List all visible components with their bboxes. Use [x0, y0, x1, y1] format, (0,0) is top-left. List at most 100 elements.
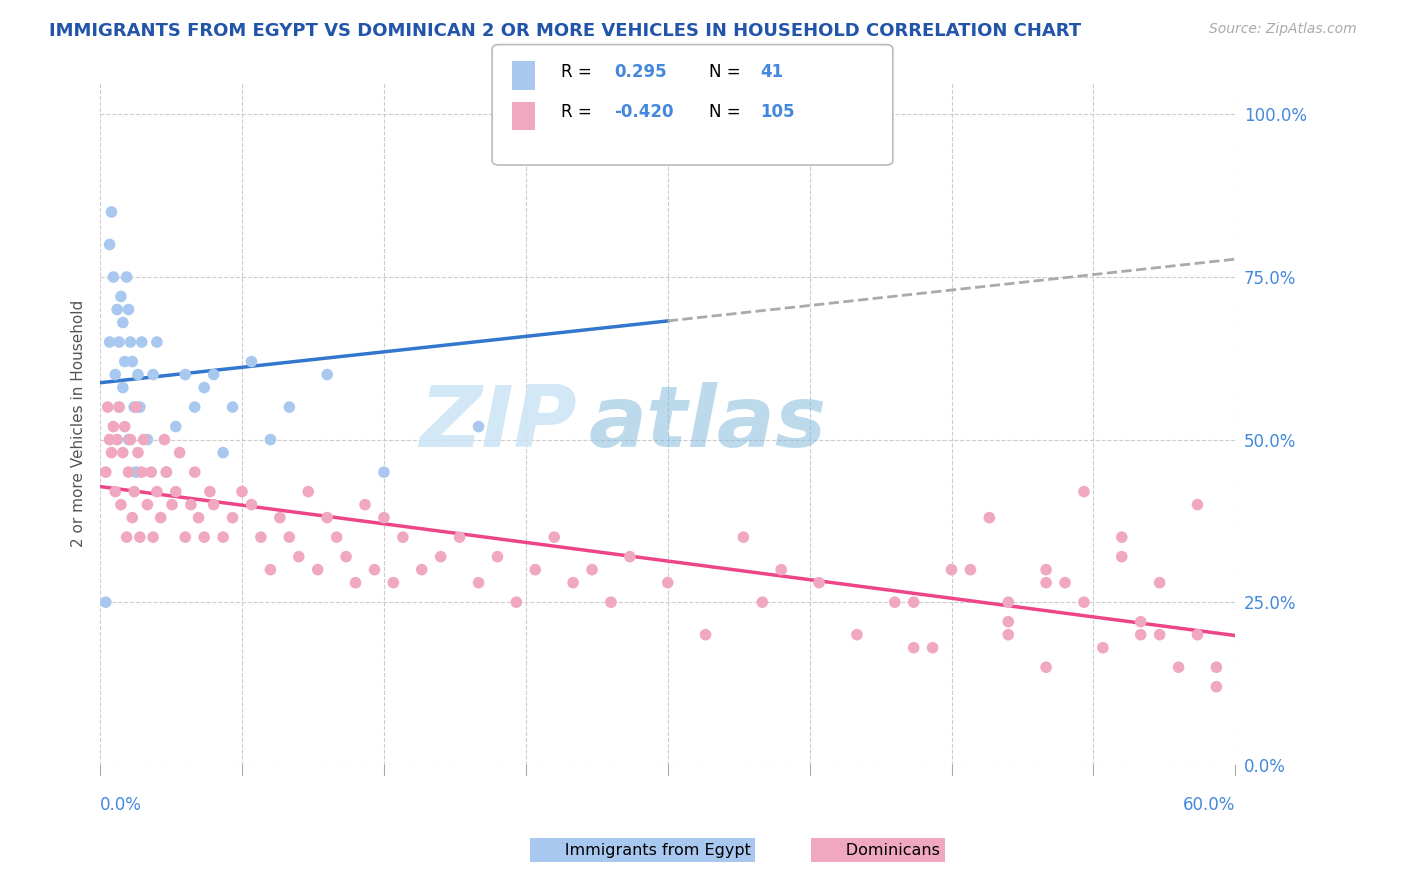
Point — [288, 549, 311, 564]
Point — [127, 445, 149, 459]
Point — [120, 433, 142, 447]
Point — [1035, 563, 1057, 577]
Text: R =: R = — [561, 62, 598, 80]
Point — [174, 368, 197, 382]
Point — [1035, 660, 1057, 674]
Point — [921, 640, 943, 655]
Point — [467, 575, 489, 590]
Point — [505, 595, 527, 609]
Point — [198, 484, 221, 499]
Point — [97, 400, 120, 414]
Point — [1053, 575, 1076, 590]
Point — [335, 549, 357, 564]
Point — [1149, 628, 1171, 642]
Text: R =: R = — [561, 103, 598, 120]
Point — [131, 465, 153, 479]
Y-axis label: 2 or more Vehicles in Household: 2 or more Vehicles in Household — [72, 300, 86, 547]
Point — [1129, 628, 1152, 642]
Point — [149, 510, 172, 524]
Point — [221, 400, 243, 414]
Text: ZIP: ZIP — [419, 382, 576, 465]
Point — [165, 419, 187, 434]
Point — [240, 354, 263, 368]
Point — [1073, 484, 1095, 499]
Point — [125, 400, 148, 414]
Point — [883, 595, 905, 609]
Point — [259, 563, 281, 577]
Point — [269, 510, 291, 524]
Point — [183, 400, 205, 414]
Point — [212, 445, 235, 459]
Point — [174, 530, 197, 544]
Point — [250, 530, 273, 544]
Point — [941, 563, 963, 577]
Point — [467, 419, 489, 434]
Point — [449, 530, 471, 544]
Point — [1035, 575, 1057, 590]
Point — [115, 530, 138, 544]
Point — [903, 595, 925, 609]
Point — [202, 368, 225, 382]
Point — [115, 270, 138, 285]
Point — [363, 563, 385, 577]
Point — [845, 628, 868, 642]
Point — [212, 530, 235, 544]
Point — [808, 575, 831, 590]
Text: atlas: atlas — [588, 382, 827, 465]
Point — [1091, 640, 1114, 655]
Point — [1187, 498, 1209, 512]
Point — [94, 465, 117, 479]
Point — [657, 575, 679, 590]
Point — [108, 334, 131, 349]
Text: IMMIGRANTS FROM EGYPT VS DOMINICAN 2 OR MORE VEHICLES IN HOUSEHOLD CORRELATION C: IMMIGRANTS FROM EGYPT VS DOMINICAN 2 OR … — [49, 22, 1081, 40]
Point — [1187, 628, 1209, 642]
Point — [1111, 530, 1133, 544]
Point — [122, 400, 145, 414]
Point — [1111, 549, 1133, 564]
Point — [105, 302, 128, 317]
Point — [169, 445, 191, 459]
Point — [108, 400, 131, 414]
Point — [141, 465, 163, 479]
Point — [392, 530, 415, 544]
Point — [1167, 660, 1189, 674]
Point — [997, 628, 1019, 642]
Point — [117, 433, 139, 447]
Point — [142, 368, 165, 382]
Point — [142, 530, 165, 544]
Point — [121, 354, 143, 368]
Point — [316, 368, 339, 382]
Point — [297, 484, 319, 499]
Point — [543, 530, 565, 544]
Point — [183, 465, 205, 479]
Text: 60.0%: 60.0% — [1182, 797, 1236, 814]
Point — [581, 563, 603, 577]
Point — [344, 575, 367, 590]
Point — [202, 498, 225, 512]
Point — [117, 302, 139, 317]
Point — [155, 465, 177, 479]
Point — [193, 380, 215, 394]
Point — [131, 334, 153, 349]
Point — [104, 484, 127, 499]
Point — [1129, 615, 1152, 629]
Point — [117, 465, 139, 479]
Point — [325, 530, 347, 544]
Point — [100, 205, 122, 219]
Point — [240, 498, 263, 512]
Point — [600, 595, 623, 609]
Text: N =: N = — [709, 103, 745, 120]
Point — [114, 419, 136, 434]
Point — [120, 334, 142, 349]
Point — [278, 530, 301, 544]
Text: 0.0%: 0.0% — [100, 797, 142, 814]
Point — [193, 530, 215, 544]
Point — [808, 140, 831, 154]
Point — [1073, 595, 1095, 609]
Point — [110, 498, 132, 512]
Point — [221, 510, 243, 524]
Point — [180, 498, 202, 512]
Point — [979, 510, 1001, 524]
Point — [278, 400, 301, 414]
Point — [354, 498, 377, 512]
